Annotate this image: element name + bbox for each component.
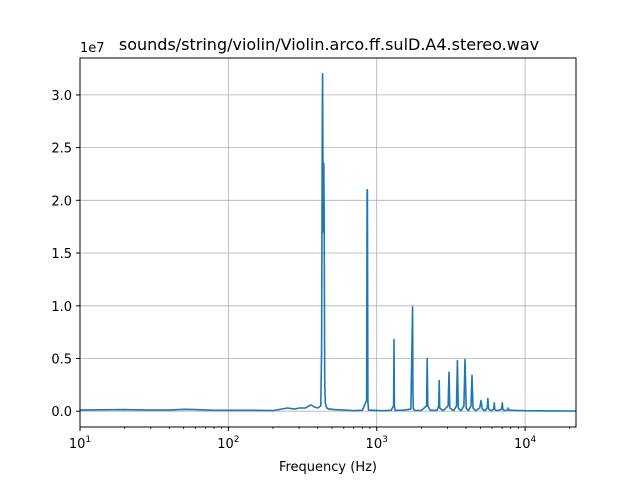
y-tick-label: 0.0	[51, 405, 72, 420]
x-axis-title: Frequency (Hz)	[279, 460, 377, 475]
grid-lines	[79, 58, 576, 427]
y-tick-label: 3.0	[51, 89, 72, 104]
y-tick-label: 0.5	[51, 353, 72, 368]
y-tick-label: 2.5	[51, 142, 72, 157]
x-tick-exponent: 3	[382, 435, 388, 445]
y-axis-multiplier: 1e7	[80, 41, 105, 56]
plot-area	[79, 73, 577, 412]
y-axis: 0.0 0.5 1.0 1.5 2.0 2.5 3.0	[51, 89, 80, 420]
y-tick-label: 2.0	[51, 194, 72, 209]
x-tick-exponent: 1	[85, 435, 91, 445]
x-tick-exponent: 4	[531, 435, 537, 445]
y-tick-label: 1.0	[51, 300, 72, 315]
x-tick-exponent: 2	[234, 435, 240, 445]
plot-frame	[79, 57, 577, 428]
spectrum-line	[79, 73, 577, 412]
chart-title: sounds/string/violin/Violin.arco.ff.sulD…	[119, 35, 539, 54]
y-tick-label: 1.5	[51, 247, 72, 262]
